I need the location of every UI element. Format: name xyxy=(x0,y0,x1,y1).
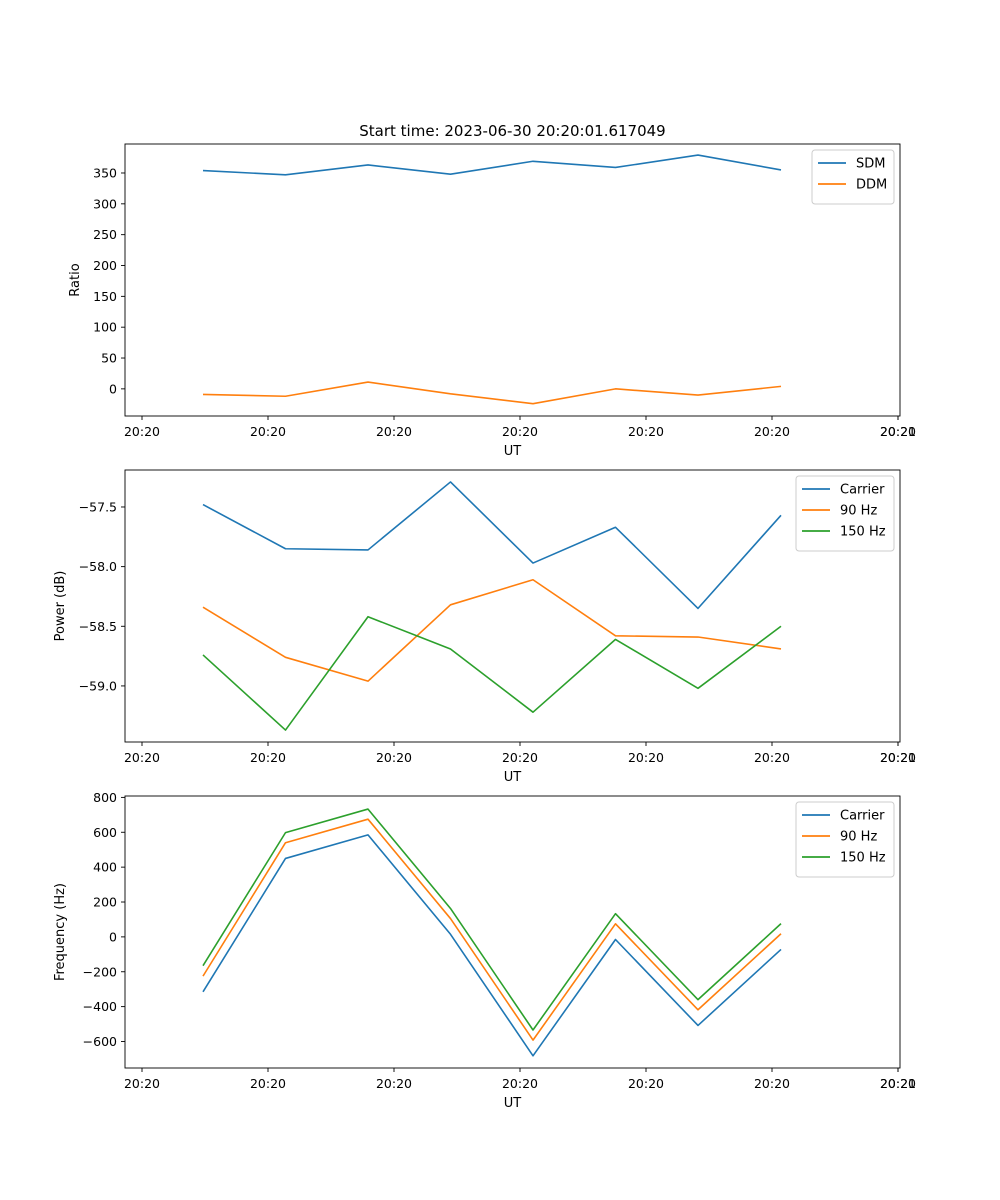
y-tick-label: 400 xyxy=(93,860,117,875)
y-tick-label: 800 xyxy=(93,790,117,805)
y-tick-label: 600 xyxy=(93,825,117,840)
legend-label: 150 Hz xyxy=(840,851,886,866)
y-tick-label: 200 xyxy=(93,895,117,910)
x-tick-label: 20:20 xyxy=(376,424,412,439)
chart-title: Start time: 2023-06-30 20:20:01.617049 xyxy=(359,122,665,140)
y-axis-label: Ratio xyxy=(68,263,83,296)
x-tick-label: 20:20 xyxy=(628,1076,664,1091)
y-tick-label: 200 xyxy=(93,258,117,273)
x-tick-label: 20:20 xyxy=(754,750,790,765)
y-tick-label: 0 xyxy=(109,929,117,944)
y-axis-label: Power (dB) xyxy=(53,571,68,642)
legend-label: 90 Hz xyxy=(840,504,877,519)
y-tick-label: 250 xyxy=(93,227,117,242)
y-tick-label: 350 xyxy=(93,165,117,180)
x-tick-label: 20:20 xyxy=(250,424,286,439)
x-tick-label: 20:20 xyxy=(502,424,538,439)
x-tick-label: 20:20 xyxy=(628,750,664,765)
y-tick-label: 150 xyxy=(93,289,117,304)
x-axis-label: UT xyxy=(504,444,522,459)
x-tick-label: 20:21 xyxy=(880,424,916,439)
legend-label: DDM xyxy=(856,178,887,193)
legend: Carrier 90 Hz 150 Hz xyxy=(795,801,895,878)
y-tick-label: −58.0 xyxy=(79,559,117,574)
axes-frame xyxy=(124,795,901,1069)
y-tick-label: −58.5 xyxy=(79,619,117,634)
x-tick-label: 20:20 xyxy=(124,424,160,439)
x-tick-label: 20:20 xyxy=(376,1076,412,1091)
x-tick-label: 20:21 xyxy=(880,750,916,765)
legend-label: 150 Hz xyxy=(840,525,886,540)
y-tick-label: −400 xyxy=(83,999,117,1014)
x-tick-label: 20:20 xyxy=(376,750,412,765)
series-line-90-hz xyxy=(202,578,782,682)
x-tick-label: 20:20 xyxy=(502,1076,538,1091)
series-line-sdm xyxy=(202,154,782,176)
x-tick-label: 20:20 xyxy=(880,750,916,765)
legend-label: 90 Hz xyxy=(840,830,877,845)
x-tick-label: 20:20 xyxy=(502,750,538,765)
x-axis-label: UT xyxy=(504,1096,522,1111)
legend-label: Carrier xyxy=(840,483,885,498)
legend: Carrier 90 Hz 150 Hz xyxy=(795,475,895,552)
y-tick-label: 300 xyxy=(93,196,117,211)
series-line-150-hz xyxy=(202,808,782,1031)
y-tick-label: −200 xyxy=(83,964,117,979)
x-axis-label: UT xyxy=(504,770,522,785)
subplot-3: 20:20 20:20 20:20 20:20 20:20 20:20 20:2020:21… xyxy=(53,790,916,1111)
x-tick-label: 20:20 xyxy=(628,424,664,439)
series-line-carrier xyxy=(202,481,782,610)
legend: SDM DDM xyxy=(811,149,895,205)
y-tick-label: 50 xyxy=(101,351,117,366)
legend-label: Carrier xyxy=(840,809,885,824)
x-tick-label: 20:20 xyxy=(880,424,916,439)
x-tick-label: 20:20 xyxy=(124,750,160,765)
y-tick-label: −600 xyxy=(83,1034,117,1049)
x-tick-label: 20:20 xyxy=(754,1076,790,1091)
series-line-150-hz xyxy=(202,615,782,731)
x-tick-label: 20:20 xyxy=(754,424,790,439)
x-tick-label: 20:20 xyxy=(880,1076,916,1091)
legend-frame xyxy=(795,475,895,552)
legend-frame xyxy=(795,801,895,878)
axes-frame xyxy=(124,469,901,743)
series-line-90-hz xyxy=(202,818,782,1041)
x-tick-label: 20:21 xyxy=(880,1076,916,1091)
y-tick-label: −57.5 xyxy=(79,499,117,514)
x-tick-label: 20:20 xyxy=(250,750,286,765)
series-line-carrier xyxy=(202,834,782,1057)
y-tick-label: −59.0 xyxy=(79,678,117,693)
x-tick-label: 20:20 xyxy=(124,1076,160,1091)
series-line-ddm xyxy=(202,381,782,405)
y-tick-label: 0 xyxy=(109,381,117,396)
axes-frame xyxy=(124,143,901,417)
legend-label: SDM xyxy=(856,157,885,172)
subplot-1: Start time: 2023-06-30 20:20:01.617049 20… xyxy=(68,122,916,459)
x-tick-label: 20:20 xyxy=(250,1076,286,1091)
y-tick-label: 100 xyxy=(93,320,117,335)
y-axis-label: Frequency (Hz) xyxy=(53,883,68,981)
subplot-2: 20:20 20:20 20:20 20:20 20:20 20:20 20:2020:21… xyxy=(53,469,916,785)
